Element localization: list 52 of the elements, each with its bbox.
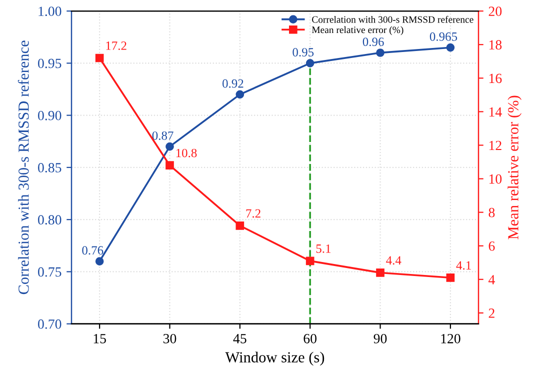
y2-tick-label: 6 [488,241,495,251]
point [446,43,455,52]
point [306,256,314,266]
data-label: 0.92 [222,79,244,88]
y2-axis-title: Mean relative error (%) [508,96,522,240]
x-tick-label: 30 [163,334,176,344]
point [306,59,314,68]
x-tick-label: 60 [304,334,316,344]
data-label: 5.1 [316,244,331,253]
point [236,90,244,99]
point [166,161,174,170]
x-tick-label: 120 [441,334,460,344]
data-label: 7.2 [246,209,260,218]
data-label: 0.76 [82,246,104,255]
y2-tick-label: 16 [489,74,502,84]
data-label: 0.95 [292,48,314,57]
x-tick-label: 15 [94,334,106,344]
y-tick-label: 0.70 [38,319,62,329]
x-axis-title: Window size (s) [225,352,324,366]
data-label: 4.1 [456,261,471,270]
y2-tick-label: 12 [489,140,502,150]
x-tick-label: 45 [233,334,246,344]
y2-tick-label: 14 [489,107,502,116]
y-tick-label: 0.90 [38,110,62,120]
y2-tick-label: 10 [489,174,502,184]
data-label: 0.96 [362,38,384,46]
data-label: 0.965 [430,32,458,41]
data-label: 0.87 [152,131,174,140]
y2-tick-label: 4 [488,275,495,284]
point [95,257,104,266]
data-label: 10.8 [176,148,197,158]
y2-tick-label: 2 [488,308,494,318]
x-tick-label: 90 [374,334,387,344]
point [446,274,455,282]
y2-tick-label: 8 [488,208,495,218]
data-label: 4.4 [386,256,402,265]
y-tick-label: 0.80 [38,215,62,225]
point [376,48,384,57]
y2-tick-label: 18 [489,40,502,50]
point [376,268,384,277]
y-tick-label: 0.95 [38,58,62,68]
y-tick-label: 0.75 [38,267,62,277]
y-axis-title: Correlation with 300-s RMSSD reference [18,40,29,294]
y2-tick-label: 20 [488,6,502,16]
data-label: 17.2 [106,42,126,50]
legend-label: Correlation with 300-s RMSSD reference [312,16,474,23]
y-tick-label: 1.00 [38,6,62,16]
y-tick-label: 0.85 [38,163,62,172]
point [95,54,104,62]
legend-label: Mean relative error (%) [312,26,404,36]
point [236,222,244,230]
point [166,142,174,151]
